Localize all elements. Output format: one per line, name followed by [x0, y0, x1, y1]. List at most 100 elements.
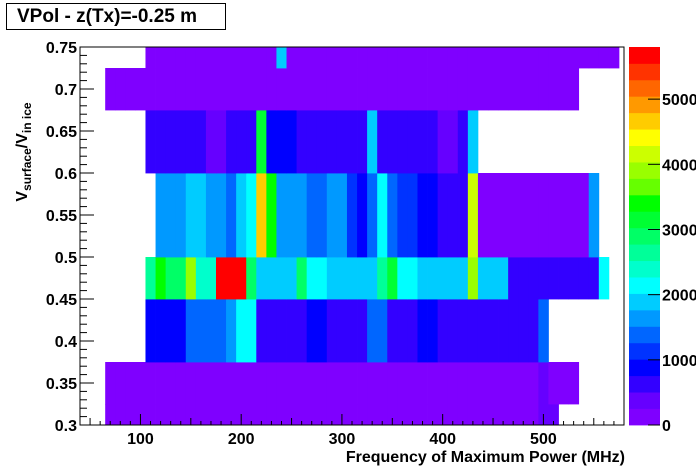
- heatmap-cell: [407, 404, 418, 426]
- heatmap-cell: [367, 68, 378, 111]
- heatmap-cell: [296, 299, 308, 363]
- heatmap-cell: [598, 257, 610, 300]
- heatmap-cell: [165, 173, 177, 258]
- heatmap-cell: [296, 110, 308, 174]
- heatmap-cell: [306, 362, 318, 405]
- heatmap-cell: [266, 173, 277, 258]
- heatmap-cell: [336, 68, 348, 111]
- heatmap-cell: [266, 68, 277, 111]
- heatmap-cell: [367, 257, 378, 300]
- heatmap-cell: [488, 257, 499, 300]
- heatmap-cell: [165, 110, 177, 174]
- heatmap-cell: [105, 404, 116, 426]
- heatmap-cell: [266, 299, 277, 363]
- heatmap-cell: [216, 173, 227, 258]
- heatmap-cell: [145, 257, 156, 300]
- heatmap-cell: [286, 110, 297, 174]
- heatmap-cell: [276, 68, 287, 111]
- heatmap-cell: [296, 362, 308, 405]
- heatmap-cell: [518, 47, 529, 69]
- heatmap-cell: [477, 299, 489, 363]
- heatmap-cell: [427, 404, 439, 426]
- heatmap-cell: [326, 404, 338, 426]
- heatmap-cell: [457, 362, 469, 405]
- heatmap-cell: [357, 362, 368, 405]
- heatmap-cell: [306, 47, 318, 69]
- color-scale-swatch: [629, 112, 660, 130]
- heatmap-cell: [326, 257, 338, 300]
- heatmap-cell: [397, 110, 408, 174]
- color-scale-swatch: [629, 211, 660, 229]
- color-scale-swatch: [629, 244, 660, 262]
- heatmap-cell: [256, 68, 267, 111]
- heatmap-cell: [498, 68, 509, 111]
- heatmap-cell: [205, 110, 217, 174]
- heatmap-cell: [306, 257, 318, 300]
- heatmap-cell: [306, 299, 318, 363]
- heatmap-cell: [286, 47, 297, 69]
- heatmap-cell: [407, 173, 418, 258]
- heatmap-cell: [135, 68, 146, 111]
- heatmap-cell: [165, 68, 177, 111]
- heatmap-cell: [205, 299, 217, 363]
- heatmap-cell: [518, 299, 529, 363]
- heatmap-cell: [286, 299, 297, 363]
- heatmap-cell: [336, 257, 348, 300]
- heatmap-cell: [488, 173, 499, 258]
- heatmap-cell: [256, 173, 267, 258]
- y-tick-label: 0.65: [46, 124, 77, 141]
- heatmap-cell: [296, 173, 308, 258]
- heatmap-cell: [377, 404, 388, 426]
- heatmap-cell: [377, 110, 388, 174]
- x-tick-label: 200: [228, 431, 255, 448]
- heatmap-cell: [346, 362, 358, 405]
- y-axis-title: Vsurface/Vin ice: [14, 102, 34, 202]
- heatmap-cell: [226, 47, 237, 69]
- heatmap-cell: [155, 299, 167, 363]
- heatmap-cell: [346, 299, 358, 363]
- heatmap-cell: [427, 68, 439, 111]
- heatmap-cell: [316, 68, 328, 111]
- heatmap-cell: [155, 257, 167, 300]
- heatmap-cell: [367, 173, 378, 258]
- heatmap-cell: [437, 173, 449, 258]
- heatmap-cell: [165, 257, 177, 300]
- heatmap-cell: [266, 404, 277, 426]
- heatmap-cell: [296, 68, 308, 111]
- heatmap-cell: [427, 299, 439, 363]
- heatmap-cell: [397, 362, 408, 405]
- heatmap-cell: [437, 257, 449, 300]
- heatmap-cell: [175, 299, 187, 363]
- heatmap-cell: [417, 404, 428, 426]
- y-axis-title-sub-2: in ice: [20, 102, 34, 133]
- heatmap-cell: [226, 68, 237, 111]
- heatmap-cell: [175, 404, 187, 426]
- heatmap-cell: [165, 362, 177, 405]
- color-scale-swatch: [629, 293, 660, 311]
- heatmap-cell: [397, 68, 408, 111]
- heatmap-cell: [195, 362, 207, 405]
- heatmap-cell: [185, 362, 197, 405]
- y-tick-label: 0.6: [55, 166, 77, 183]
- heatmap-cell: [296, 257, 308, 300]
- heatmap-cell: [175, 257, 187, 300]
- heatmap-cell: [488, 47, 499, 69]
- heatmap-cell: [357, 110, 368, 174]
- heatmap-cell: [125, 362, 136, 405]
- heatmap-cell: [346, 173, 358, 258]
- heatmap-cell: [437, 362, 449, 405]
- heatmap-cell: [246, 110, 257, 174]
- heatmap-cell: [306, 68, 318, 111]
- heatmap-cell: [205, 257, 217, 300]
- heatmap-cell: [145, 110, 156, 174]
- heatmap-cell: [457, 68, 469, 111]
- heatmap-cell: [387, 299, 398, 363]
- heatmap-cell: [145, 47, 156, 69]
- x-tick-label: 300: [329, 431, 356, 448]
- heatmap-cell: [558, 173, 569, 258]
- heatmap-cell: [427, 173, 439, 258]
- heatmap-cell: [477, 404, 489, 426]
- color-scale-label: 4000: [662, 157, 696, 174]
- heatmap-cell: [437, 47, 449, 69]
- color-scale-label: 0: [662, 418, 671, 435]
